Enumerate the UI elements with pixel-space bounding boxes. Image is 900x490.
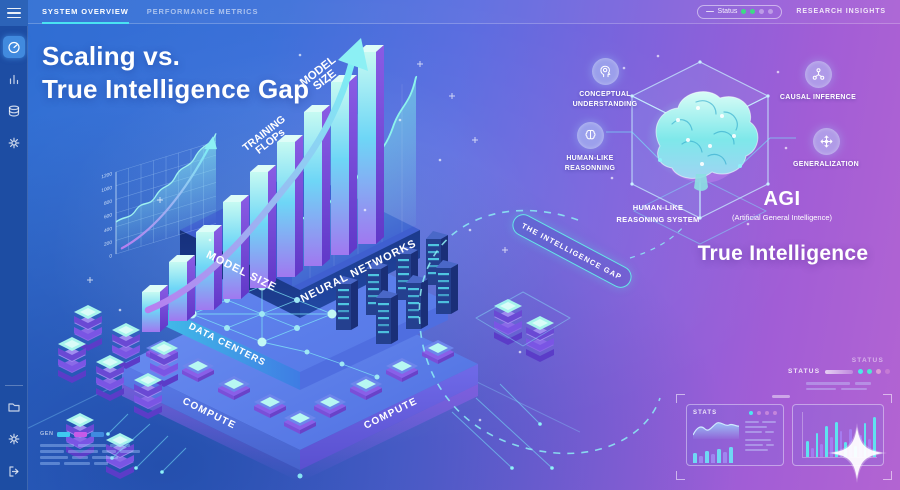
settings-gear-icon [8, 433, 19, 445]
mini-panels: STATS [676, 394, 892, 480]
stats-panel-dots [749, 411, 777, 415]
sidebar-item-dashboard[interactable] [2, 36, 25, 58]
feature-circle [804, 61, 832, 88]
legend-label: GEN [40, 431, 54, 437]
true-intelligence-caption: True Intelligence [697, 242, 869, 265]
gear-icon [8, 137, 19, 149]
feature-label: CONCEPTUAL UNDERSTANDING [572, 91, 638, 109]
frame-bracket [883, 471, 892, 480]
sidebar-item-preferences[interactable] [3, 428, 25, 450]
sidebar-divider [4, 385, 23, 386]
sidebar [0, 0, 28, 490]
cube-base-outline [633, 177, 767, 245]
database-icon [8, 105, 19, 117]
research-insights-link[interactable]: RESEARCH INSIGHTS [796, 8, 886, 15]
status-detail-lines [806, 382, 871, 393]
status-dots [858, 369, 891, 374]
cube-sparkles [610, 54, 788, 226]
menu-button[interactable] [0, 0, 28, 26]
axis-tick: 200 [104, 240, 112, 248]
feature-label: HUMAN-LIKE REASONNING [564, 155, 616, 173]
growth-arrow [144, 38, 368, 314]
pill-dash-icon [705, 10, 714, 13]
feature-label: GENERALIZATION [793, 161, 859, 168]
folder-icon [7, 403, 20, 412]
topbar: SYSTEM OVERVIEW PERFORMANCE METRICS Stat… [28, 0, 900, 24]
mini-slider[interactable] [772, 395, 790, 398]
bar-chart-icon [9, 74, 18, 85]
stats-panel: STATS [686, 404, 784, 466]
title-line1: Scaling vs. [42, 41, 181, 71]
page-title: Scaling vs. True Intelligence Gap [42, 40, 309, 105]
scaling-bars [142, 45, 384, 332]
agi-title: AGI [763, 188, 801, 210]
frame-bracket [676, 471, 685, 480]
sidebar-item-data[interactable] [3, 100, 25, 122]
agi-subtitle: (Artificial General Intelligence) [731, 213, 833, 222]
axis-tick: 400 [104, 226, 112, 234]
brain-icon [646, 91, 759, 191]
cube-connectors [606, 131, 796, 167]
frame-bracket [883, 394, 892, 403]
axis-tick: 1000 [101, 185, 112, 194]
status-row: STATUS [788, 368, 891, 375]
axis-tick: 800 [104, 199, 112, 207]
legend: GEN [40, 431, 105, 437]
sparkles [87, 61, 508, 283]
axis-tick: 0 [109, 253, 112, 260]
metrics-panel [792, 404, 884, 466]
feature-conceptual-understanding: CONCEPTUAL UNDERSTANDING [560, 58, 650, 110]
feature-human-like-reasoning: HUMAN-LIKE REASONNING [550, 122, 630, 174]
stats-area-chart [692, 419, 740, 463]
tab-system-overview[interactable]: SYSTEM OVERVIEW [42, 0, 129, 24]
sidebar-item-files[interactable] [3, 396, 25, 418]
legend-chips [57, 431, 105, 437]
sidebar-item-logout[interactable] [3, 460, 25, 482]
neural-network-graph [187, 281, 380, 380]
stats-panel-title: STATS [693, 410, 718, 416]
expand-arrows-icon [820, 135, 832, 148]
status-pill-dots [741, 9, 774, 14]
axis-tick: 600 [104, 212, 112, 220]
agi-cube-illustration [606, 54, 796, 245]
iso-line-chart: 1200 1000 800 600 400 200 0 [101, 133, 217, 260]
frame-bracket [676, 394, 685, 403]
status-pill[interactable]: Status [696, 4, 783, 19]
feature-circle [576, 122, 604, 149]
feature-generalization: GENERALIZATION [776, 128, 876, 170]
cube-corner-dots [630, 60, 770, 220]
feature-circle [812, 128, 840, 155]
status-progress-bar[interactable] [825, 369, 854, 374]
gauge-icon [7, 41, 20, 54]
title-line2: True Intelligence Gap [42, 73, 310, 104]
status-faint-label: STATUS [851, 357, 884, 364]
agi-block: AGI (Artificial General Intelligence) [726, 188, 838, 224]
status-pill-label: Status [717, 8, 738, 15]
head-profile-icon [599, 65, 610, 78]
sidebar-item-analytics[interactable] [3, 68, 25, 90]
stats-text-lines [745, 419, 777, 463]
system-label: HUMAN-LIKE REASONING SYSTEM [616, 203, 700, 224]
causal-graph-icon [812, 68, 824, 80]
sidebar-item-settings[interactable] [3, 132, 25, 154]
logout-icon [8, 466, 19, 477]
tab-performance-metrics[interactable]: PERFORMANCE METRICS [146, 7, 259, 16]
stats-mini-bars [693, 446, 739, 463]
axis-tick: 1200 [101, 171, 112, 180]
sparkle-star [826, 422, 888, 489]
feature-circle [591, 58, 619, 85]
brain-icon [584, 129, 596, 140]
feature-label: CAUSAL INFERENCE [779, 94, 857, 101]
status-row-label: STATUS [788, 368, 821, 375]
ghost-text-lines [40, 444, 140, 468]
feature-causal-inference: CAUSAL INFERENCE [778, 61, 858, 103]
